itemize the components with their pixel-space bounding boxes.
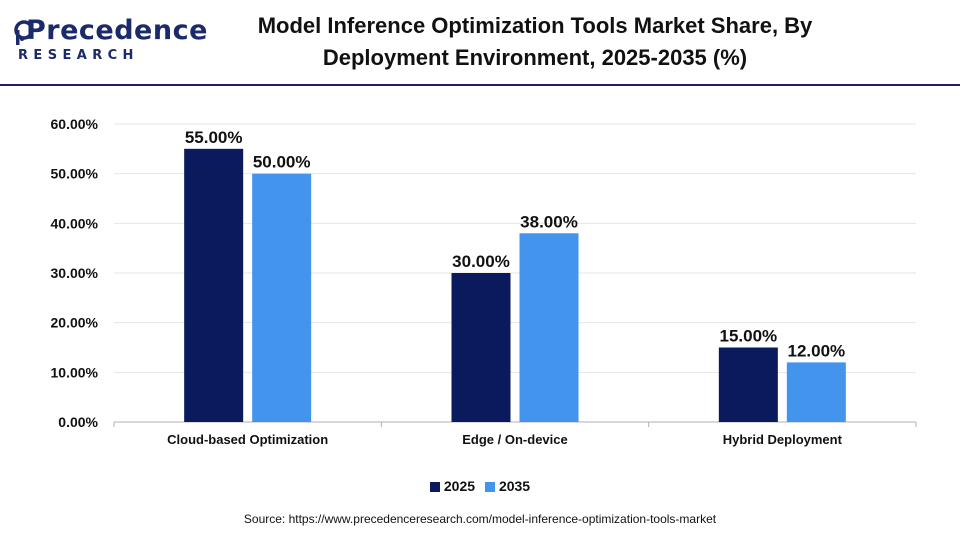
bar [718,347,778,422]
legend-item-2035: 2035 [484,478,531,494]
data-label: 38.00% [520,212,578,231]
legend-swatch-2025 [429,482,440,492]
bar [451,273,511,422]
y-tick-label: 50.00% [51,166,99,182]
brand-subtitle: RESEARCH [18,48,139,63]
x-tick-label: Hybrid Deployment [723,432,843,447]
legend-swatch-2035 [484,482,495,492]
data-label: 15.00% [719,327,777,346]
y-tick-label: 10.00% [51,364,99,380]
data-label: 12.00% [787,341,845,360]
bar [786,362,846,422]
y-tick-label: 20.00% [51,315,99,331]
legend-item-2025: 2025 [429,478,476,494]
x-tick-label: Edge / On-device [462,432,567,447]
brand-logo: Precedence RESEARCH [14,16,207,66]
chart-title-line-2: Deployment Environment, 2025-2035 (%) [322,45,748,70]
source-note: Source: https://www.precedenceresearch.c… [243,512,717,526]
legend-label-2025: 2025 [443,478,476,494]
data-label: 55.00% [185,128,243,147]
legend: 2025 2035 [0,478,960,494]
chart-title: Model Inference Optimization Tools Marke… [190,10,880,74]
logo-mark-icon [14,20,34,45]
bar [184,148,244,423]
data-label: 50.00% [253,153,311,172]
y-tick-label: 30.00% [51,265,99,281]
chart-title-line-1: Model Inference Optimization Tools Marke… [257,13,813,38]
y-tick-label: 60.00% [51,116,99,132]
bar [519,233,579,422]
data-label: 30.00% [452,252,510,271]
header: Precedence RESEARCH Model Inference Opti… [0,0,960,84]
header-divider [0,84,960,86]
legend-label-2035: 2035 [498,478,531,494]
x-tick-label: Cloud-based Optimization [167,432,328,447]
y-tick-label: 40.00% [51,215,99,231]
y-tick-label: 0.00% [58,414,98,430]
brand-name: Precedence [26,15,208,46]
bar [252,173,312,422]
